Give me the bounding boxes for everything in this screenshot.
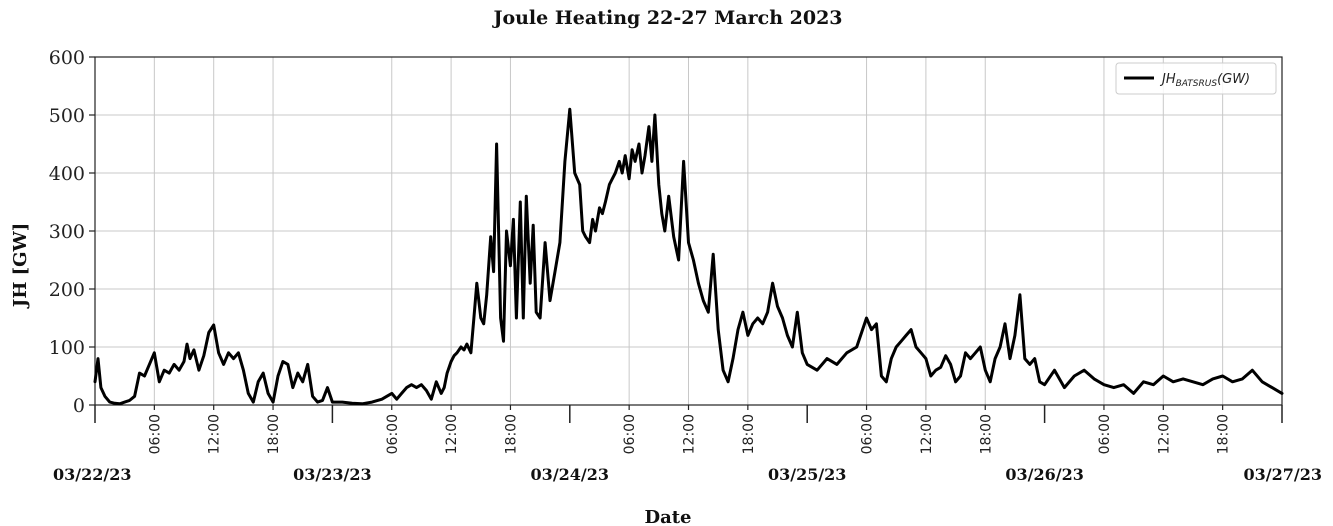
legend-label-main: JH: [1159, 72, 1176, 87]
x-minor-tick-label: 06:00: [1097, 414, 1113, 454]
x-minor-tick-label: 12:00: [444, 414, 460, 454]
x-axis-label: Date: [644, 507, 691, 526]
x-minor-tick-label: 12:00: [919, 414, 935, 454]
x-minor-tick-label: 06:00: [860, 414, 876, 454]
y-tick-label: 600: [49, 47, 85, 69]
legend-label-suffix: (GW): [1217, 72, 1250, 87]
x-minor-tick-label: 18:00: [741, 414, 757, 454]
x-minor-tick-label: 18:00: [266, 414, 282, 454]
x-major-tick-label: 03/23/23: [293, 465, 371, 484]
y-tick-label: 200: [49, 279, 85, 301]
x-axis: 06:00 12:00 18:00 06:00 12:00 18:00 06:00 12:00…: [53, 405, 1322, 484]
y-tick-label: 500: [49, 105, 85, 127]
legend-label: JHBATSRUS(GW): [1159, 72, 1250, 89]
x-major-tick-label: 03/22/23: [53, 465, 131, 484]
series-line-jh-batsrus: [93, 107, 1284, 406]
x-minor-tick-label: 18:00: [978, 414, 994, 454]
x-minor-tick-label: 06:00: [385, 414, 401, 454]
x-major-tick-label: 03/26/23: [1005, 465, 1083, 484]
x-minor-tick-label: 12:00: [1156, 414, 1172, 454]
x-minor-tick-label: 06:00: [147, 414, 163, 454]
y-tick-label: 0: [73, 395, 85, 417]
grid-lines: [95, 56, 1282, 406]
y-tick-label: 300: [49, 221, 85, 243]
x-minor-tick-label: 06:00: [622, 414, 638, 454]
y-tick-label: 400: [49, 163, 85, 185]
x-minor-tick-label: 12:00: [682, 414, 698, 454]
y-tick-label: 100: [49, 337, 85, 359]
x-major-tick-label: 03/24/23: [531, 465, 609, 484]
y-axis: 0 100 200 300 400 500 600: [49, 47, 95, 417]
x-minor-tick-label: 12:00: [207, 414, 223, 454]
x-major-tick-label: 03/27/23: [1244, 465, 1322, 484]
x-minor-tick-label: 18:00: [1216, 414, 1232, 454]
x-major-tick-label: 03/25/23: [768, 465, 846, 484]
chart-title: Joule Heating 22-27 March 2023: [491, 7, 842, 29]
y-axis-label: JH [GW]: [10, 223, 31, 309]
legend-box: [1115, 62, 1277, 95]
legend-label-subscript: BATSRUS: [1176, 79, 1218, 89]
x-minor-tick-label: 18:00: [503, 414, 519, 454]
legend: JHBATSRUS(GW): [1115, 62, 1277, 95]
